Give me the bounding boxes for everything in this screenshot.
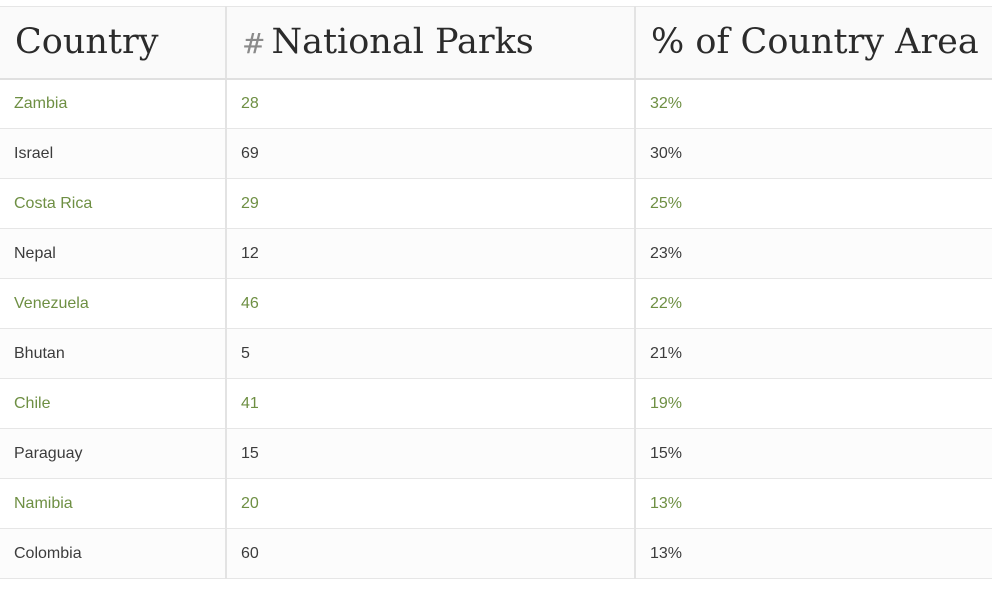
table-row: Israel 69 30% xyxy=(0,128,992,179)
parks-count-cell: 60 xyxy=(225,528,635,579)
table-row: Chile 41 19% xyxy=(0,378,992,429)
country-cell: Namibia xyxy=(0,478,226,529)
parks-count-cell: 5 xyxy=(225,328,635,379)
area-percent-cell: 32% xyxy=(634,78,992,129)
area-percent-cell: 23% xyxy=(634,228,992,279)
national-parks-table-container: Country # National Parks % of Country Are… xyxy=(0,6,992,579)
table-row: Paraguay 15 15% xyxy=(0,428,992,479)
parks-count-cell: 41 xyxy=(225,378,635,429)
area-percent-cell: 15% xyxy=(634,428,992,479)
country-cell: Venezuela xyxy=(0,278,226,329)
table-row: Nepal 12 23% xyxy=(0,228,992,279)
parks-count-cell: 69 xyxy=(225,128,635,179)
header-row: Country # National Parks % of Country Are… xyxy=(0,6,992,80)
parks-count-cell: 12 xyxy=(225,228,635,279)
column-header-national-parks[interactable]: # National Parks xyxy=(225,6,635,80)
parks-count-cell: 46 xyxy=(225,278,635,329)
country-cell: Nepal xyxy=(0,228,226,279)
table-body: Zambia 28 32% Israel 69 30% Costa Rica 2… xyxy=(0,78,992,579)
area-percent-cell: 25% xyxy=(634,178,992,229)
table-row: Zambia 28 32% xyxy=(0,78,992,129)
country-cell: Chile xyxy=(0,378,226,429)
country-cell: Costa Rica xyxy=(0,178,226,229)
area-percent-cell: 13% xyxy=(634,528,992,579)
national-parks-table: Country # National Parks % of Country Are… xyxy=(0,6,992,579)
table-row: Namibia 20 13% xyxy=(0,478,992,529)
table-header: Country # National Parks % of Country Are… xyxy=(0,6,992,80)
area-percent-cell: 19% xyxy=(634,378,992,429)
table-row: Venezuela 46 22% xyxy=(0,278,992,329)
area-percent-cell: 21% xyxy=(634,328,992,379)
parks-count-cell: 29 xyxy=(225,178,635,229)
country-cell: Zambia xyxy=(0,78,226,129)
area-percent-cell: 13% xyxy=(634,478,992,529)
area-percent-cell: 22% xyxy=(634,278,992,329)
parks-count-cell: 20 xyxy=(225,478,635,529)
column-header-country-area[interactable]: % of Country Area xyxy=(634,6,992,80)
country-cell: Bhutan xyxy=(0,328,226,379)
parks-count-cell: 15 xyxy=(225,428,635,479)
column-header-national-parks-label: National Parks xyxy=(271,22,534,63)
column-header-country[interactable]: Country xyxy=(0,6,226,80)
area-percent-cell: 30% xyxy=(634,128,992,179)
country-cell: Paraguay xyxy=(0,428,226,479)
table-row: Costa Rica 29 25% xyxy=(0,178,992,229)
parks-count-cell: 28 xyxy=(225,78,635,129)
hash-symbol: # xyxy=(242,27,266,61)
table-row: Colombia 60 13% xyxy=(0,528,992,579)
country-cell: Israel xyxy=(0,128,226,179)
country-cell: Colombia xyxy=(0,528,226,579)
table-row: Bhutan 5 21% xyxy=(0,328,992,379)
